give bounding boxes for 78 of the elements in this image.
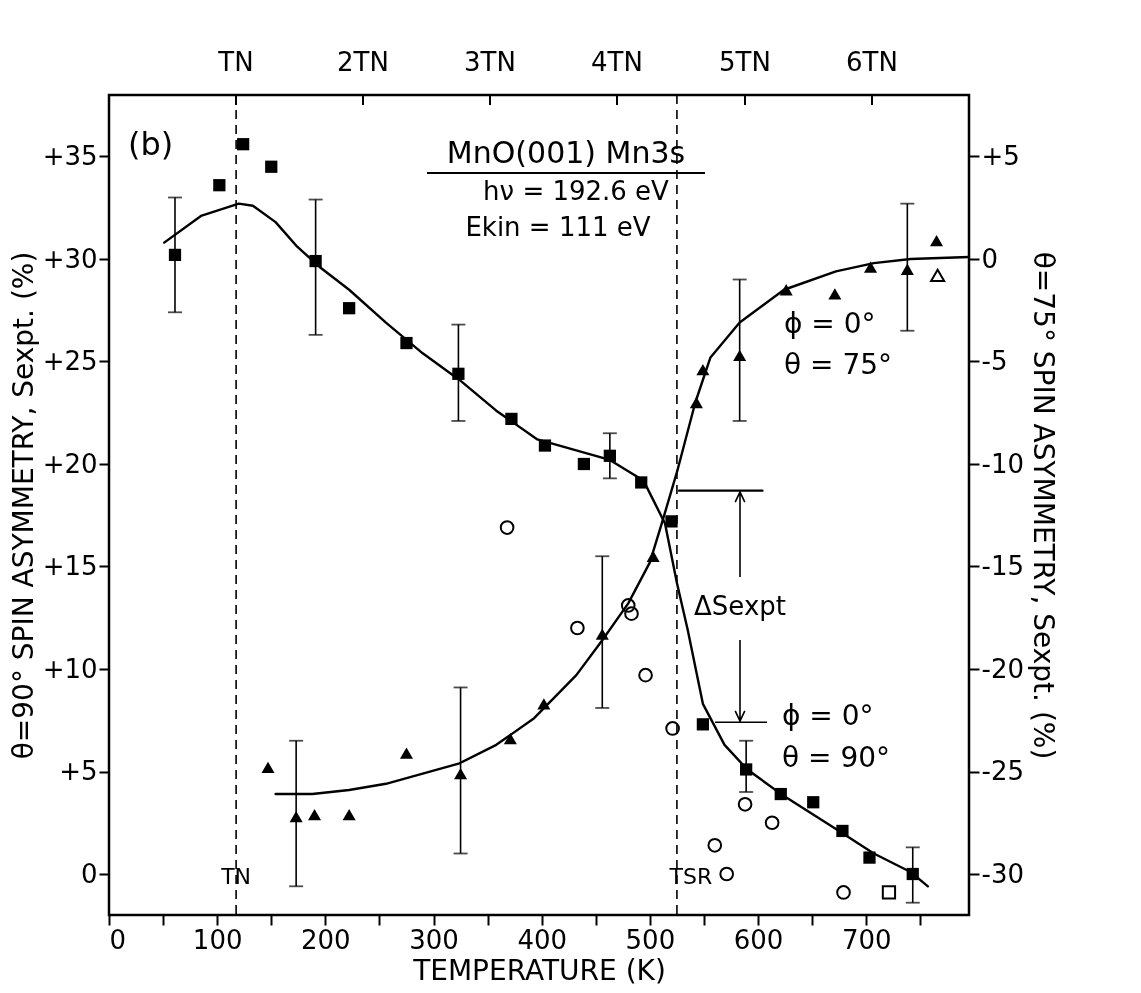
point [707,837,723,853]
point [900,263,914,275]
y2-tick-label: -15 [981,551,1024,581]
text: 4TN [591,47,643,77]
text: 6TN [846,47,898,77]
annotation: θ = 90° [782,741,891,774]
y-tick-label: 0 [80,858,98,889]
point [863,851,876,864]
y-tick-label: +25 [42,346,98,376]
x-axis-title: TEMPERATURE (K) [412,953,666,987]
point [764,815,780,831]
x-tick-label: 400 [517,924,568,955]
point [261,761,275,774]
text: 2TN [337,47,389,77]
point [399,747,413,759]
y2-tick-label: +5 [981,141,1020,171]
ref-line-label: TN [220,864,252,889]
point [213,179,226,192]
y2-tick-label: -5 [981,346,1008,376]
point [343,302,356,315]
point [308,808,322,821]
point [620,598,636,613]
y2-axis-title: θ=75° SPIN ASYMMETRY, Sexpt. (%) [1026,251,1060,760]
annotation: ϕ = 0° [784,307,876,340]
y2-tick-label: -25 [981,756,1024,786]
point [737,796,753,812]
point [719,866,735,882]
text: 3TN [464,47,516,77]
x-tick-label: 700 [841,924,892,955]
y-tick-label: +30 [42,243,98,274]
y-axis-title: θ=90° SPIN ASYMMETRY, Sexpt. (%) [6,251,40,760]
y2-tick-label: -20 [981,653,1024,684]
point [864,261,878,273]
x-tick-label: 100 [192,924,243,955]
annotation: θ = 75° [784,348,893,381]
x-tick-label: 0 [109,924,127,955]
ref-line-label: TSR [668,864,713,889]
point [665,721,680,736]
point [665,515,678,528]
point [930,234,944,247]
point [624,606,639,621]
point [696,718,710,731]
point [265,160,278,173]
point [836,885,851,900]
point [930,268,946,283]
annotation: Ekin = 111 eV [465,212,651,242]
point [881,885,897,900]
y2-tick-label: -30 [981,858,1024,889]
y-tick-label: +15 [42,551,98,581]
y2-tick-label: -10 [981,448,1024,479]
x-tick-label: 200 [301,924,351,955]
x-tick-label: 600 [733,924,784,955]
y-tick-label: +10 [42,653,98,684]
annotation: (b) [128,125,174,163]
y-tick-label: +35 [42,141,98,171]
point [733,349,747,361]
annotation: hν = 192.6 eV [483,176,670,206]
point [237,138,250,151]
point [499,520,515,535]
point [289,810,303,823]
point [807,796,820,809]
point [638,667,653,683]
point [828,288,842,300]
point [577,457,591,471]
y2-tick-label: 0 [981,243,999,274]
point [168,248,182,262]
y-tick-label: +20 [42,448,98,479]
text: 5TN [719,47,771,77]
x-tick-label: 300 [409,924,459,955]
annotation: MnO(001) Mn3s [446,135,686,170]
annotation: ϕ = 0° [782,699,874,732]
text: TN [217,47,254,77]
annotation: ΔSexpt [694,591,786,621]
x-tick-label: 500 [625,924,676,955]
point [454,767,468,780]
y-tick-label: +5 [59,756,98,786]
point [342,808,356,821]
point [570,620,585,636]
